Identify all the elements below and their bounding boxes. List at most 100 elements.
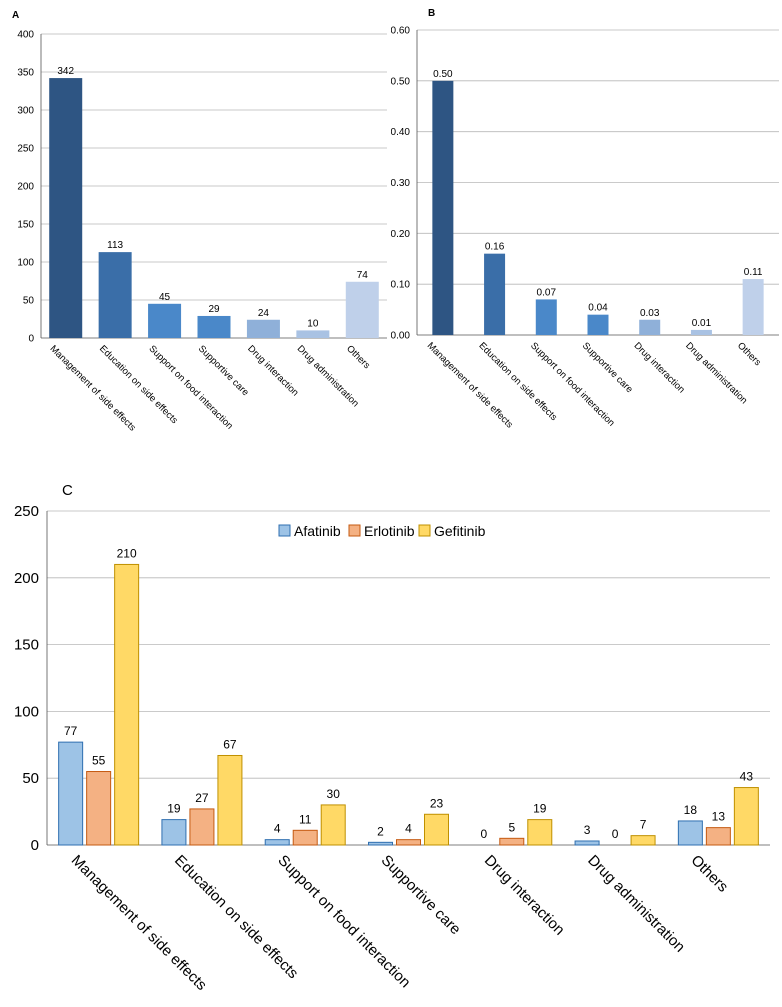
bar-value-label: 55 (92, 754, 106, 768)
bar-value-label: 0 (612, 827, 619, 841)
bar-afatinib (161, 819, 187, 846)
bar-afatinib (58, 741, 84, 846)
panel-label: C (62, 482, 73, 499)
y-tick-label: 250 (14, 503, 39, 520)
category-label: Management of side effects (48, 343, 138, 433)
bar-value-label: 2 (377, 824, 384, 838)
bar-value-label: 19 (167, 802, 181, 816)
category-label: Supportive care (196, 343, 251, 398)
bar-gefitinib (527, 819, 553, 846)
category-label: Support on food interaction (146, 343, 234, 431)
bar (587, 314, 609, 335)
y-tick-label: 0.50 (391, 76, 410, 87)
y-tick-label: 100 (14, 703, 39, 720)
bar-afatinib (677, 820, 703, 846)
category-label: Drug interaction (632, 340, 687, 395)
y-tick-label: 0 (28, 334, 34, 345)
y-tick-label: 400 (17, 30, 34, 41)
y-tick-label: 100 (17, 258, 34, 269)
bar-value-label: 43 (740, 770, 754, 784)
bar-value-label: 24 (258, 308, 270, 319)
bar-afatinib (264, 839, 290, 846)
bar-erlotinib (292, 829, 318, 846)
bar-erlotinib (499, 837, 525, 846)
bar-value-label: 342 (57, 66, 74, 77)
category-label: Others (344, 343, 372, 371)
bar-value-label: 5 (508, 820, 515, 834)
legend-swatch-erlotinib (348, 524, 361, 537)
bar-value-label: 27 (195, 791, 209, 805)
bar-gefitinib (630, 835, 656, 846)
bar (742, 279, 764, 335)
chart-a: A 0 50 100 150 200 250 300 350 400 342 Management o… (12, 10, 387, 434)
category-label: Management of side effects (425, 340, 515, 430)
y-tick-label: 0 (31, 837, 39, 854)
category-label: Drug administration (584, 852, 688, 956)
y-tick-label: 50 (23, 296, 35, 307)
bar-value-label: 0.04 (588, 303, 608, 314)
panel-label: A (12, 10, 19, 21)
bar-erlotinib (396, 839, 421, 846)
bar-value-label: 29 (208, 304, 220, 315)
y-tick-label: 200 (17, 182, 34, 193)
bar-value-label: 10 (307, 318, 319, 329)
y-tick-label: 350 (17, 68, 34, 79)
bar-value-label: 45 (159, 292, 171, 303)
legend-label-erlotinib: Erlotinib (364, 523, 415, 539)
bar-value-label: 0.07 (537, 287, 557, 298)
y-tick-label: 0.10 (391, 280, 410, 291)
bar (148, 303, 182, 338)
bar-gefitinib (114, 563, 140, 846)
y-tick-label: 0.00 (391, 331, 410, 342)
y-tick-label: 0.60 (391, 26, 410, 37)
category-label: Drug interaction (481, 852, 568, 939)
y-tick-label: 250 (17, 144, 34, 155)
category-label: Others (688, 852, 732, 896)
category-label: Support on food interaction (528, 340, 616, 428)
bar (690, 329, 712, 335)
bar-value-label: 113 (107, 240, 123, 251)
bar-value-label: 77 (64, 724, 78, 738)
y-tick-label: 150 (14, 637, 39, 654)
chart-b: B 0.00 0.10 0.20 0.30 0.40 0.50 0.60 0.50 Managem… (391, 8, 779, 431)
y-tick-label: 200 (14, 570, 39, 587)
y-tick-label: 0.40 (391, 127, 410, 138)
bar (432, 80, 454, 335)
legend-swatch-afatinib (278, 524, 291, 537)
y-tick-label: 0.20 (391, 229, 410, 240)
bar-gefitinib (424, 813, 449, 846)
bar-value-label: 13 (712, 810, 726, 824)
bar (345, 281, 379, 338)
category-label: Supportive care (580, 340, 635, 395)
bar-value-label: 210 (117, 546, 137, 560)
bar-value-label: 19 (533, 802, 547, 816)
bar-value-label: 0.16 (485, 242, 505, 253)
bar-value-label: 23 (430, 796, 444, 810)
bar-erlotinib (86, 771, 112, 846)
bar (484, 253, 506, 335)
bar-erlotinib (705, 827, 731, 846)
y-tick-label: 0.30 (391, 178, 410, 189)
bar-gefitinib (733, 787, 759, 846)
bar (197, 315, 231, 338)
bar-value-label: 18 (684, 803, 698, 817)
bar-afatinib (574, 840, 600, 846)
legend-label-gefitinib: Gefitinib (434, 523, 486, 539)
bar (246, 319, 280, 338)
bar (296, 330, 330, 338)
category-label: Supportive care (378, 852, 464, 938)
bar-value-label: 0 (480, 827, 487, 841)
bar-afatinib (368, 841, 393, 846)
panel-label: B (428, 8, 435, 19)
bar (535, 299, 557, 335)
y-tick-label: 300 (17, 106, 34, 117)
bar-value-label: 67 (223, 737, 237, 751)
bar-value-label: 3 (584, 823, 591, 837)
bar-value-label: 11 (299, 812, 312, 826)
bar-value-label: 7 (640, 818, 647, 832)
bar (639, 319, 661, 335)
category-label: Others (735, 340, 763, 368)
y-tick-label: 150 (17, 220, 34, 231)
bar-gefitinib (217, 754, 243, 846)
